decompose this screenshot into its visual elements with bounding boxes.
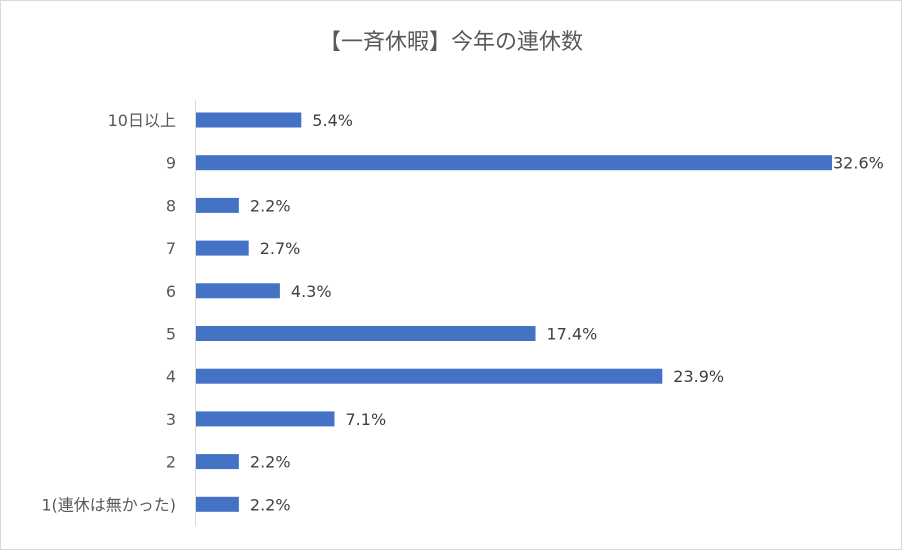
- bar: [196, 283, 280, 299]
- bar: [196, 155, 832, 171]
- category-label: 9: [166, 154, 176, 173]
- bar: [196, 368, 663, 384]
- category-label: 3: [166, 410, 176, 429]
- category-label: 7: [166, 239, 176, 258]
- bar: [196, 240, 249, 256]
- data-label: 5.4%: [312, 111, 353, 130]
- category-label: 10日以上: [108, 111, 176, 130]
- bar: [196, 197, 239, 213]
- data-label: 2.2%: [250, 453, 291, 472]
- category-label: 6: [166, 282, 176, 301]
- data-label: 32.6%: [833, 154, 884, 173]
- category-label: 1(連休は無かった): [41, 495, 176, 514]
- data-label: 2.2%: [250, 196, 291, 215]
- category-label: 5: [166, 325, 176, 344]
- bar: [196, 454, 239, 470]
- category-label: 4: [166, 367, 176, 386]
- category-label: 2: [166, 453, 176, 472]
- bar: [196, 326, 536, 341]
- data-label: 7.1%: [346, 410, 387, 429]
- data-label: 2.7%: [260, 239, 301, 258]
- data-label: 4.3%: [291, 282, 332, 301]
- category-label: 8: [166, 196, 176, 215]
- data-label: 23.9%: [673, 367, 724, 386]
- chart-title: 【一斉休暇】今年の連休数: [318, 30, 583, 55]
- data-label: 2.2%: [250, 495, 291, 514]
- data-label: 17.4%: [547, 325, 598, 344]
- bar: [196, 112, 302, 128]
- bar: [196, 496, 239, 512]
- bar: [196, 411, 335, 427]
